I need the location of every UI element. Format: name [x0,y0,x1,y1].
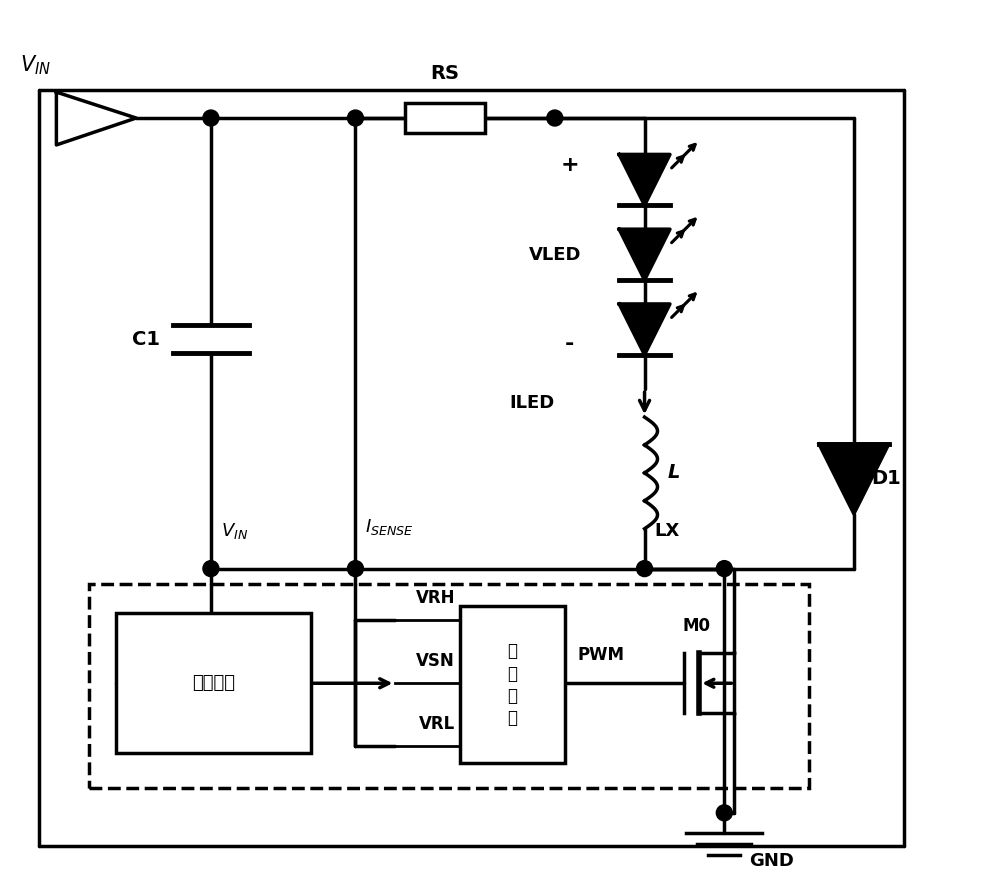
Circle shape [203,110,219,126]
Circle shape [716,805,732,821]
Circle shape [347,110,363,126]
Text: -: - [565,334,574,355]
Text: C1: C1 [132,330,160,348]
Circle shape [716,561,732,577]
Text: L: L [667,463,680,483]
Text: ILED: ILED [510,394,555,412]
Text: $V_{IN}$: $V_{IN}$ [221,521,248,541]
Circle shape [637,561,653,577]
Circle shape [547,110,563,126]
Text: $V_{IN}$: $V_{IN}$ [20,53,51,77]
Bar [89,583,809,788]
Circle shape [203,561,219,577]
Text: VRH: VRH [416,589,455,607]
Text: GND: GND [749,852,794,869]
Polygon shape [819,444,889,514]
Text: LX: LX [655,522,680,540]
Circle shape [347,561,363,577]
Polygon shape [619,229,670,280]
Text: 电流采样: 电流采样 [192,674,235,693]
Text: VSN: VSN [416,653,455,670]
Text: PWM: PWM [578,646,625,664]
Text: D1: D1 [871,469,901,488]
Text: VLED: VLED [529,245,581,264]
Polygon shape [619,304,670,355]
Polygon shape [619,155,670,205]
Text: RS: RS [431,64,460,84]
Text: 阈
值
比
较: 阈 值 比 较 [507,643,517,727]
Polygon shape [56,92,136,145]
Text: M0: M0 [682,617,710,636]
Text: +: + [560,155,579,175]
Bar [116,613,311,753]
Text: VRL: VRL [419,715,455,733]
Bar [460,606,565,763]
Text: $I_{SENSE}$: $I_{SENSE}$ [365,517,414,537]
Bar [405,103,485,133]
